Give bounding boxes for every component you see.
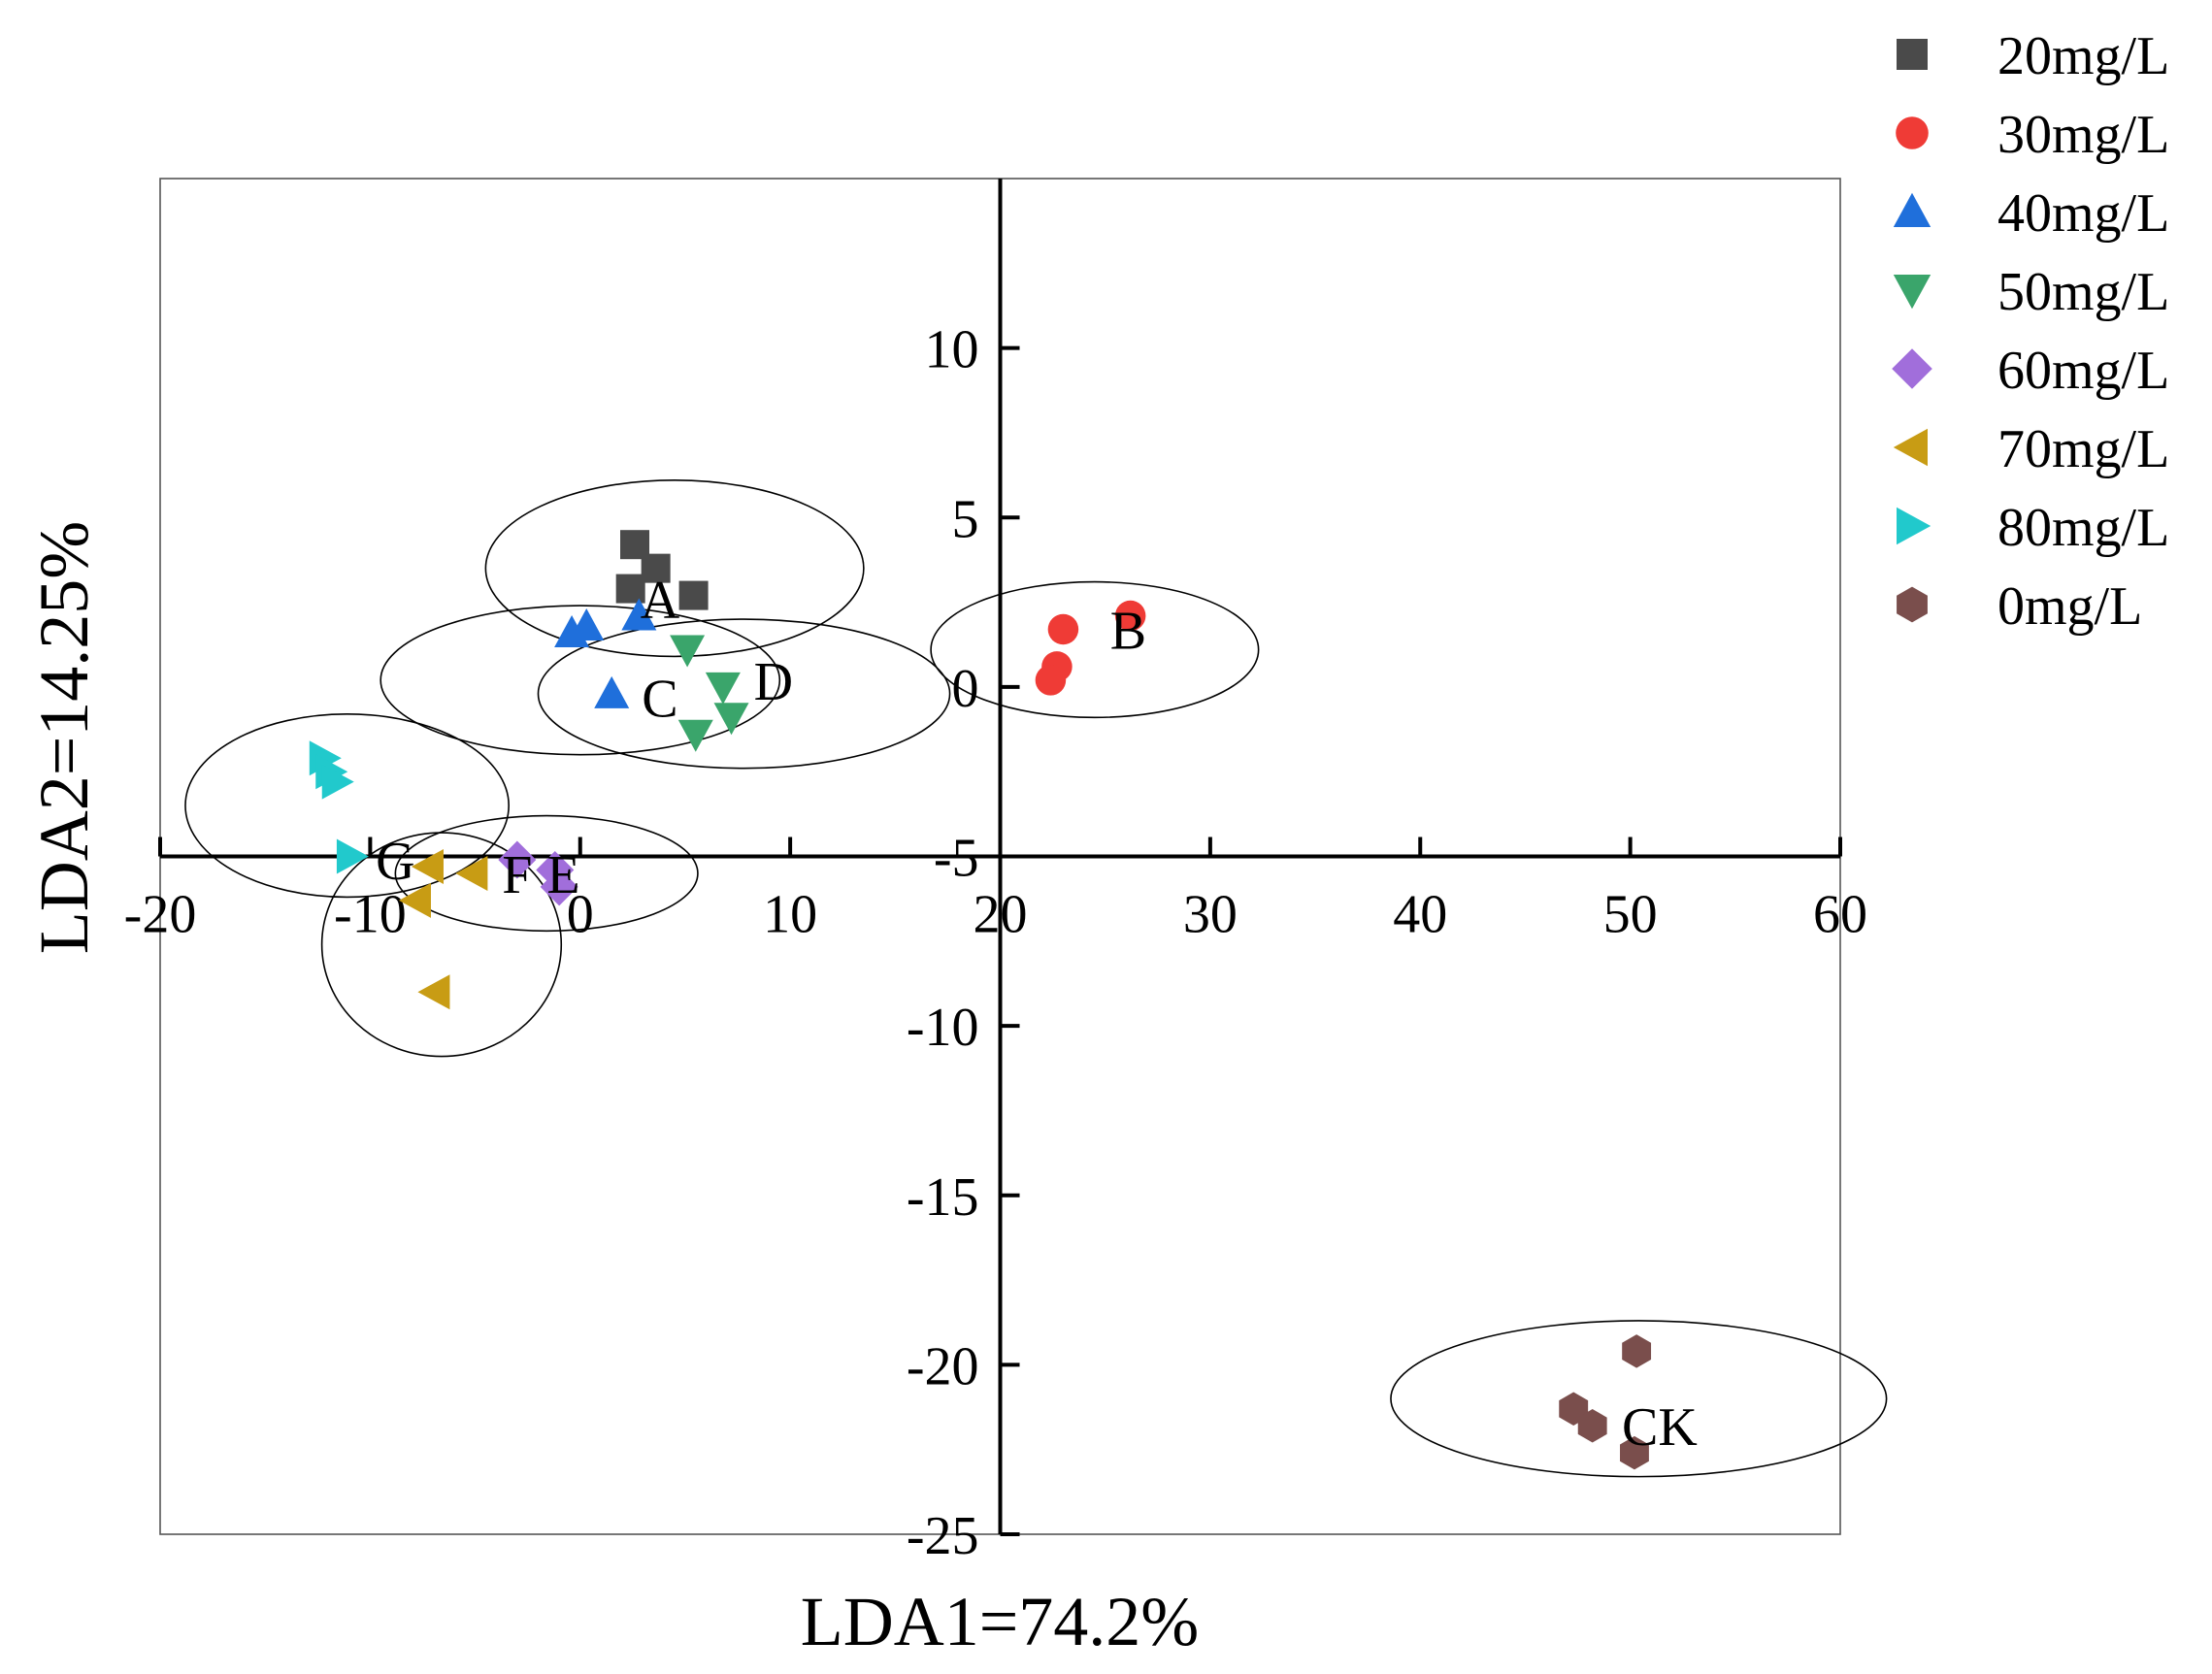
y-tick-label: -25 [907,1506,979,1566]
legend-marker [1893,192,1931,227]
data-point [670,635,706,668]
legend-label: 40mg/L [1997,183,2169,244]
x-axis-title: LDA1=74.2% [801,1583,1200,1660]
cluster-label-e: E [546,845,579,905]
cluster-ellipse-d [537,618,951,770]
data-point [336,838,369,874]
series-20mg-per-L [615,530,709,610]
series-80mg-per-L [309,740,369,874]
y-tick-label: 10 [925,320,979,380]
legend-label: 60mg/L [1997,341,2169,401]
y-tick-label: -20 [907,1336,979,1396]
legend-label: 80mg/L [1997,498,2169,558]
data-point [569,608,605,641]
cluster-label-c: C [642,669,677,729]
data-point [417,974,450,1010]
cluster-ellipse-c [380,605,781,756]
legend-item: 40mg/L [1893,183,2169,244]
x-tick-label: 40 [1393,885,1447,945]
legend-label: 50mg/L [1997,262,2169,322]
y-axis-title: LDA2=14.25% [25,521,103,955]
legend-marker [1893,428,1928,467]
data-point [455,855,488,891]
cluster-ellipse-f [320,832,563,1058]
series-50mg-per-L [670,635,749,752]
data-point [398,882,431,918]
x-tick-label: -20 [124,885,197,945]
legend-item: 80mg/L [1897,498,2169,558]
data-point [1114,600,1146,632]
legend-label: 20mg/L [1997,26,2169,86]
data-point [540,868,578,906]
legend-marker [1897,39,1928,70]
series-40mg-per-L [554,598,657,708]
data-point [641,553,671,583]
cluster-ellipse-b [930,580,1260,719]
cluster-ellipse-g [184,713,510,899]
data-point [1035,665,1067,696]
x-tick-label: 30 [1183,885,1238,945]
cluster-label-f: F [502,845,532,905]
cluster-ellipse-ck [1390,1320,1888,1478]
data-point [615,574,645,604]
cluster-ellipse-e [394,814,699,933]
data-point [1577,1408,1607,1443]
data-point [1620,1435,1649,1470]
legend-marker [1896,116,1929,149]
legend-label: 30mg/L [1997,105,2169,165]
data-point [411,848,444,884]
x-tick-label: -10 [334,885,407,945]
legend-marker [1897,507,1931,545]
series-70mg-per-L [398,848,488,1010]
data-point [1047,613,1079,645]
data-point [677,719,713,752]
y-tick-label: -5 [934,829,979,889]
y-tick-label: -15 [907,1167,979,1228]
legend-item: 20mg/L [1897,26,2169,86]
data-point [321,764,354,800]
data-point [621,598,657,631]
cluster-label-ck: CK [1622,1397,1698,1458]
legend: 20mg/L 30mg/L 40mg/L 50mg/L 60mg/L 70mg/L 80mg… [1892,26,2169,637]
legend-item: 30mg/L [1896,105,2169,165]
data-point [713,703,749,736]
data-point [498,840,537,879]
x-tick-label: 50 [1603,885,1658,945]
legend-marker [1892,348,1932,389]
cluster-label-a: A [641,571,680,631]
cluster-ellipse-a [484,479,865,658]
data-point [678,580,709,610]
cluster-label-g: G [376,832,414,892]
data-point [705,672,741,705]
cluster-label-b: B [1110,602,1146,662]
data-point [594,675,630,708]
legend-item: 0mg/L [1897,576,2142,637]
legend-marker [1897,586,1928,623]
legend-marker [1893,275,1931,310]
legend-item: 70mg/L [1893,419,2169,479]
legend-item: 50mg/L [1893,262,2169,322]
y-tick-label: 5 [952,489,979,549]
x-tick-label: 60 [1813,885,1867,945]
x-tick-label: 10 [763,885,817,945]
y-tick-label: 0 [952,659,979,719]
data-point [1622,1334,1652,1368]
series-30mg-per-L [1035,600,1146,696]
x-tick-label: 0 [567,885,594,945]
legend-label: 70mg/L [1997,419,2169,479]
series-0mg-per-L [1559,1334,1652,1470]
series-60mg-per-L [498,840,578,906]
y-tick-label: -10 [907,998,979,1058]
legend-item: 60mg/L [1892,341,2169,401]
x-tick-label: 20 [974,885,1028,945]
cluster-label-d: D [754,652,793,712]
legend-label: 0mg/L [1997,576,2142,637]
